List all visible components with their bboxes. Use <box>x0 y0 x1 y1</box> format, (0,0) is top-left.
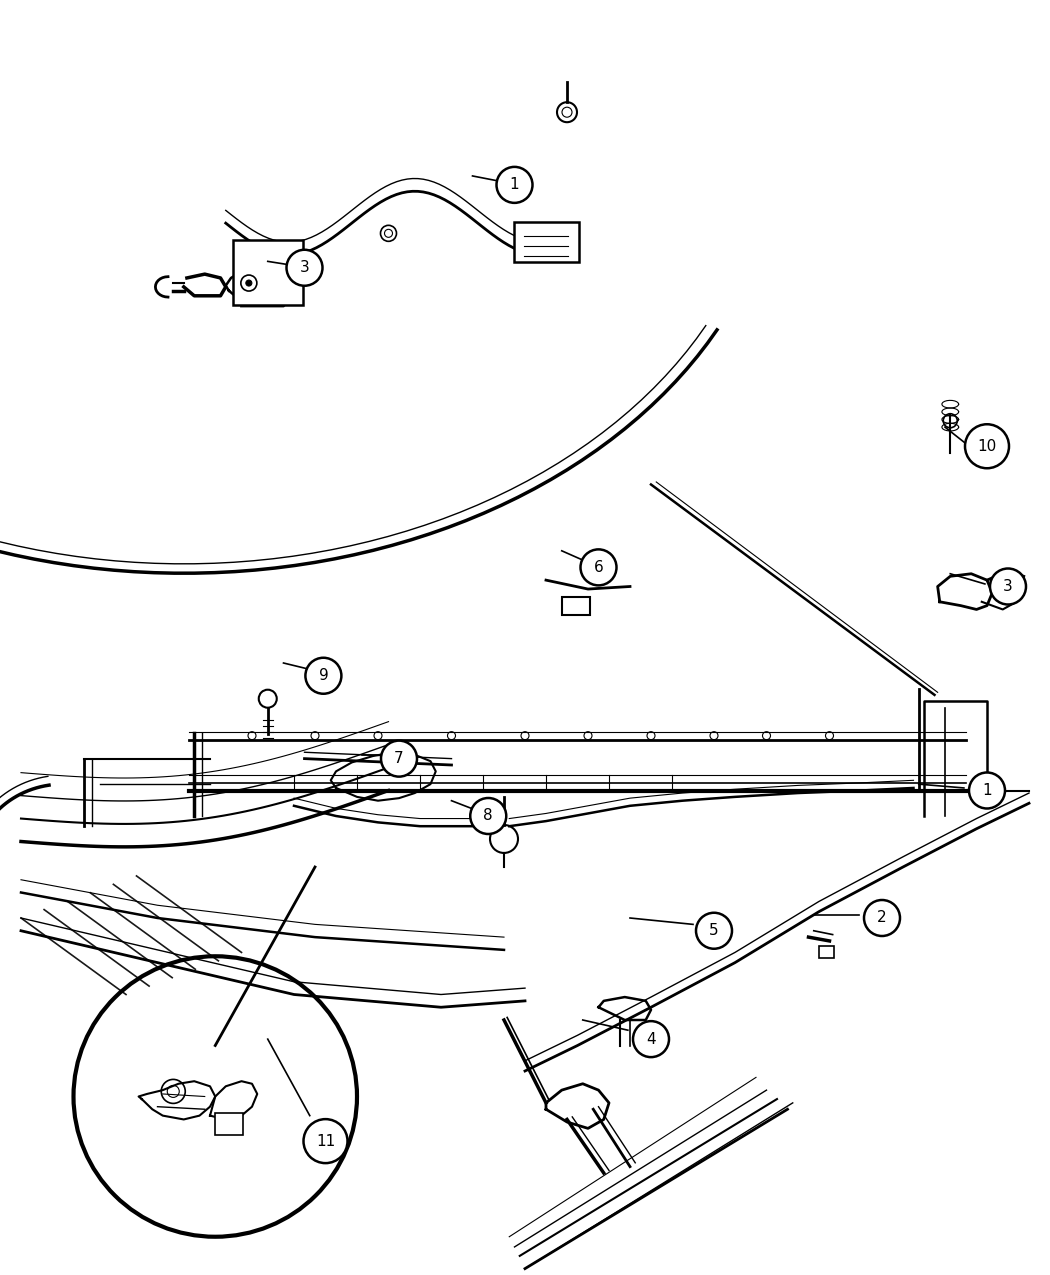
Circle shape <box>303 1119 348 1163</box>
Text: 5: 5 <box>709 923 719 938</box>
Circle shape <box>306 658 341 694</box>
Bar <box>215 1113 244 1135</box>
Circle shape <box>696 913 732 949</box>
Text: 3: 3 <box>1003 579 1013 594</box>
Text: 1: 1 <box>509 177 520 193</box>
Text: 1: 1 <box>982 783 992 798</box>
Text: 3: 3 <box>299 260 310 275</box>
Bar <box>819 946 834 958</box>
Circle shape <box>581 550 616 585</box>
Text: 4: 4 <box>646 1031 656 1047</box>
Circle shape <box>864 900 900 936</box>
Text: 9: 9 <box>318 668 329 683</box>
Circle shape <box>470 798 506 834</box>
Text: 7: 7 <box>394 751 404 766</box>
Bar <box>514 222 579 263</box>
Text: 10: 10 <box>978 439 996 454</box>
Circle shape <box>287 250 322 286</box>
Text: 11: 11 <box>316 1133 335 1149</box>
Circle shape <box>381 741 417 776</box>
Bar <box>562 597 590 615</box>
Circle shape <box>990 569 1026 604</box>
Text: 6: 6 <box>593 560 604 575</box>
Text: 2: 2 <box>877 910 887 926</box>
Circle shape <box>497 167 532 203</box>
Circle shape <box>969 773 1005 808</box>
Bar <box>232 240 302 305</box>
Text: 8: 8 <box>483 808 493 824</box>
Circle shape <box>633 1021 669 1057</box>
Circle shape <box>246 280 252 286</box>
Circle shape <box>965 425 1009 468</box>
